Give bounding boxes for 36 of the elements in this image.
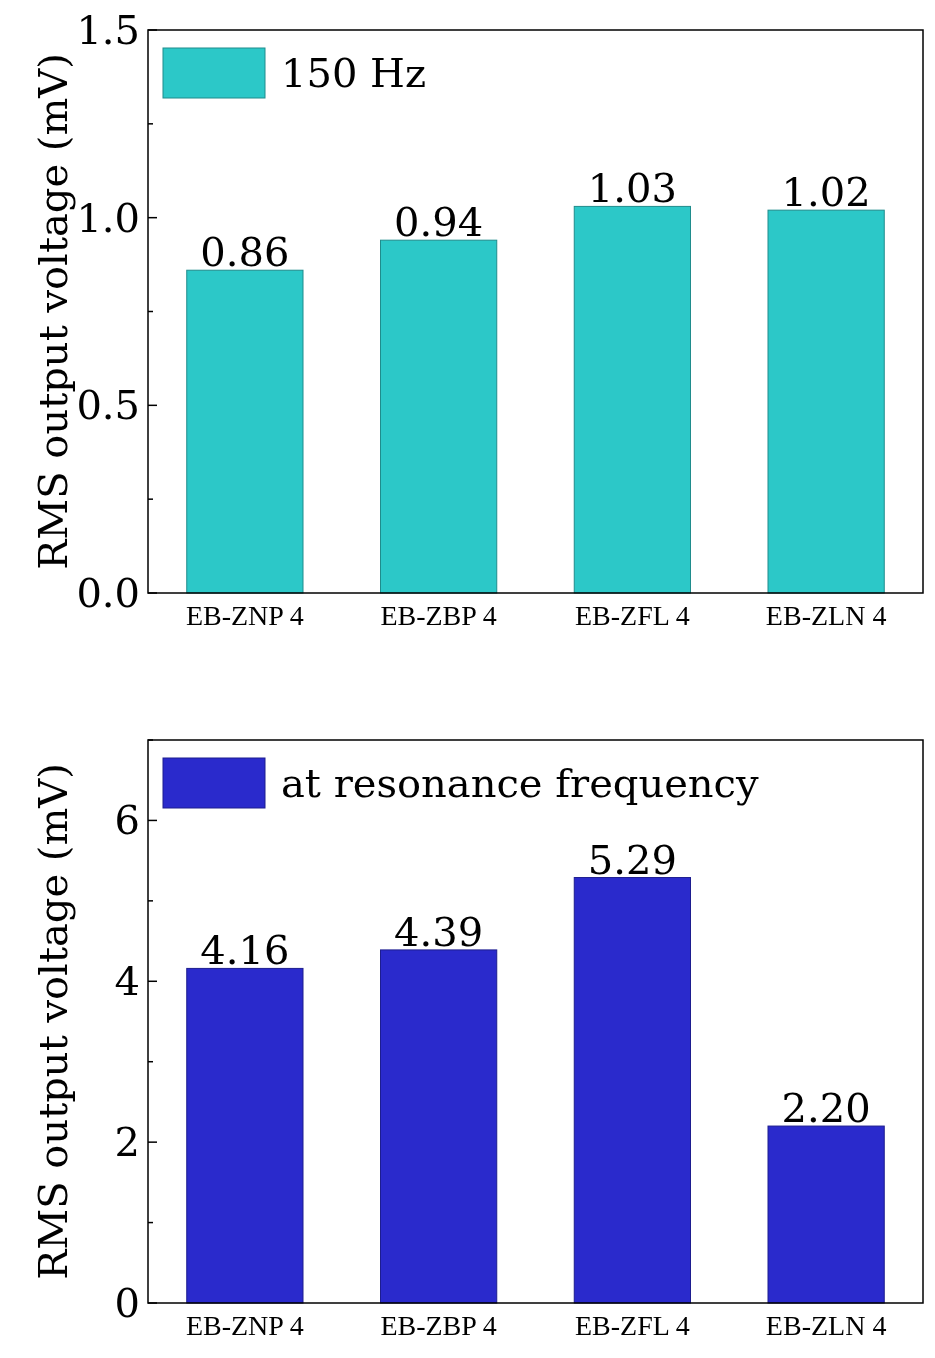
bar [186,967,304,1304]
x-tick-label: EB-ZBP 4 [380,1310,497,1341]
bar [767,209,885,594]
x-tick-label: EB-ZBP 4 [380,600,497,631]
bar [186,269,304,594]
text: 5.29 [587,836,677,883]
x-tick-label: EB-ZLN 4 [765,1310,887,1341]
data-label: 1.02 [781,169,871,216]
text: 2.20 [781,1085,871,1132]
x-tick-label: EB-ZFL 4 [574,1310,690,1341]
y-tick-label: 6 [114,797,140,844]
y-tick-label: 4 [114,958,140,1005]
y-tick-label: 2 [114,1119,140,1166]
data-label: 1.03 [587,165,677,212]
y-tick-label: 1.0 [76,194,140,241]
text: 4.39 [394,908,484,955]
bar [380,949,498,1304]
bar [573,205,691,594]
y-tick-label: 1.5 [76,7,140,53]
y-axis-title: RMS output voltage (mV) [30,53,76,570]
y-axis-title: RMS output voltage (mV) [30,763,76,1280]
legend-label: 150 Hz [281,50,427,96]
x-tick-label: EB-ZLN 4 [765,600,887,631]
x-tick-label: EB-ZNP 4 [185,1310,304,1341]
y-tick-label: 0.5 [76,382,140,429]
data-label: 0.94 [394,199,484,246]
x-tick-label: EB-ZNP 4 [185,600,304,631]
y-tick-label: 0 [114,1280,140,1326]
x-tick-label: EB-ZFL 4 [574,600,690,631]
text: 4.16 [200,927,290,974]
y-tick-label: 0.0 [76,570,140,616]
legend-label: at resonance frequency [281,760,759,806]
bar [380,239,498,594]
bar [573,877,691,1304]
bar [767,1125,885,1304]
data-label: 0.86 [200,229,290,276]
